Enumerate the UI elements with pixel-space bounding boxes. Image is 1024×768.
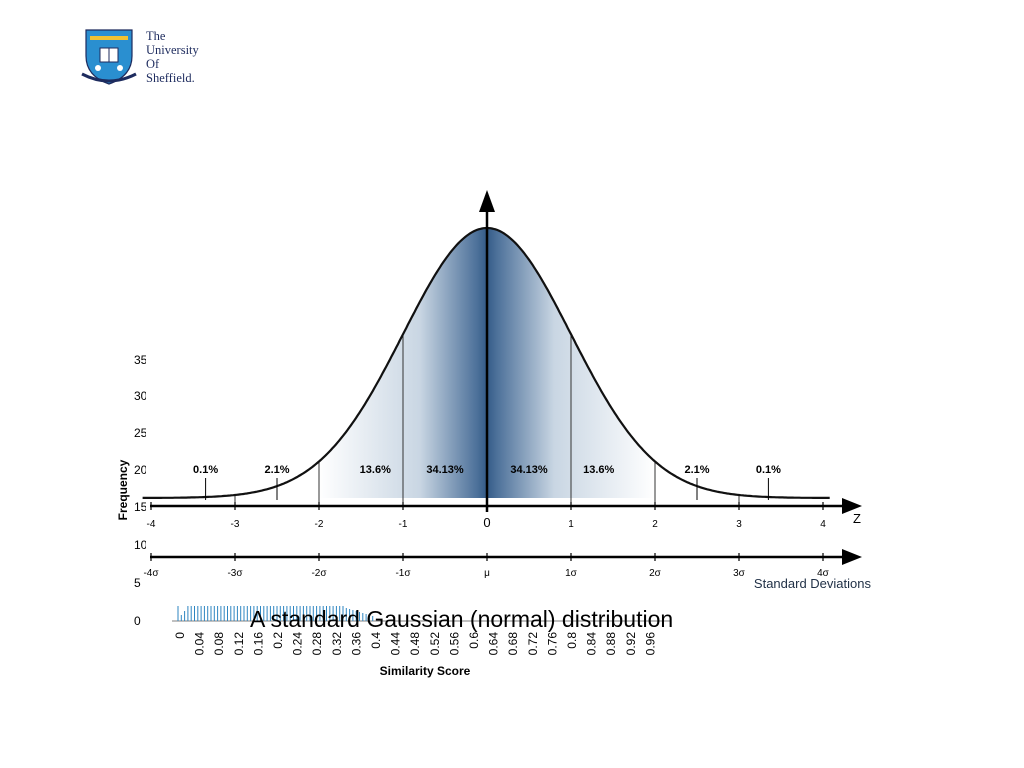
z-tick-label: -1	[399, 519, 408, 530]
y-tick-label: 10	[134, 538, 148, 552]
x-tick-label: 0.16	[251, 632, 265, 656]
x-tick-label: 0	[173, 632, 187, 639]
x-tick-label: 0.96	[643, 632, 657, 656]
x-tick-label: 0.84	[585, 632, 599, 656]
normal-curve-figure: Z -4 -3 -2 -1 0 1 2 3 4 -4σ -3σ -2σ -1σ μ 1σ 2σ 3σ 4σStand…	[142, 186, 876, 606]
sd-tick-label: -4σ	[143, 568, 159, 579]
x-tick-label: 0.24	[291, 632, 305, 656]
x-tick-label: 0.76	[545, 632, 559, 656]
region-percent-label: 0.1%	[193, 464, 218, 476]
x-axis-label: Similarity Score	[380, 664, 471, 678]
region-percent-label: 2.1%	[684, 464, 709, 476]
z-tick-label: -4	[147, 519, 156, 530]
university-logo: The University Of Sheffield.	[78, 26, 228, 90]
x-tick-label: 0.08	[212, 632, 226, 656]
logo-line: Of	[146, 57, 160, 71]
sd-tick-label: 1σ	[565, 568, 578, 579]
x-tick-label: 0.44	[389, 632, 403, 656]
region-percent-label: 13.6%	[360, 464, 391, 476]
sd-tick-label: -3σ	[227, 568, 243, 579]
x-tick-label: 0.6	[467, 632, 481, 649]
x-tick-label: 0.28	[310, 632, 324, 656]
z-axis-label: Z	[853, 511, 861, 526]
logo-line: University	[146, 43, 199, 57]
region-percent-label: 0.1%	[756, 464, 781, 476]
x-tick-label: 0.04	[193, 632, 207, 656]
y-tick-label: 35	[134, 353, 148, 367]
y-tick-label: 15	[134, 500, 148, 514]
z-tick-label: -2	[315, 519, 324, 530]
sd-tick-label: 2σ	[649, 568, 662, 579]
z-tick-label: 2	[652, 519, 658, 530]
x-tick-label: 0.68	[506, 632, 520, 656]
y-tick-label: 30	[134, 389, 148, 403]
sd-tick-label: 3σ	[733, 568, 746, 579]
x-tick-label: 0.56	[447, 632, 461, 656]
sd-tick-label: μ	[484, 568, 490, 579]
region-percent-label: 2.1%	[264, 464, 289, 476]
x-tick-label: 0.52	[428, 632, 442, 656]
y-axis-label: Frequency	[116, 459, 130, 520]
logo-line: The	[146, 29, 166, 43]
x-tick-label: 0.12	[232, 632, 246, 656]
shield-crest-icon	[81, 29, 137, 85]
region-percent-label: 34.13%	[426, 464, 464, 476]
region-percent-label: 34.13%	[510, 464, 548, 476]
sd-tick-label: -1σ	[395, 568, 411, 579]
x-tick-label: 0.64	[487, 632, 501, 656]
y-tick-label: 20	[134, 463, 148, 477]
right-arrow-icon	[842, 498, 862, 514]
sd-axis-label: Standard Deviations	[754, 576, 872, 591]
right-arrow-icon	[842, 549, 862, 565]
region-percent-label: 13.6%	[583, 464, 614, 476]
sd-tick-label: -2σ	[311, 568, 327, 579]
x-tick-label: 0.4	[369, 632, 383, 649]
z-tick-label: 1	[568, 519, 574, 530]
y-tick-label: 5	[134, 576, 141, 590]
z-tick-label: 4	[820, 519, 826, 530]
x-tick-label: 0.88	[604, 632, 618, 656]
x-tick-label: 0.48	[408, 632, 422, 656]
chart-title: A standard Gaussian (normal) distributio…	[250, 606, 674, 632]
x-tick-label: 0.92	[624, 632, 638, 656]
x-tick-label: 0.8	[565, 632, 579, 649]
y-tick-label: 0	[134, 614, 141, 628]
y-tick-label: 25	[134, 426, 148, 440]
x-tick-label: 0.2	[271, 632, 285, 649]
logo-wordmark: The University Of Sheffield.	[146, 29, 199, 85]
logo-line: Sheffield.	[146, 71, 195, 85]
z-tick-label: 0	[483, 515, 490, 530]
x-tick-label: 0.72	[526, 632, 540, 656]
x-tick-label: 0.32	[330, 632, 344, 656]
sd-tick-label: 4σ	[817, 568, 830, 579]
z-tick-label: -3	[231, 519, 240, 530]
up-arrow-icon	[479, 190, 495, 212]
z-tick-label: 3	[736, 519, 742, 530]
x-tick-label: 0.36	[349, 632, 363, 656]
